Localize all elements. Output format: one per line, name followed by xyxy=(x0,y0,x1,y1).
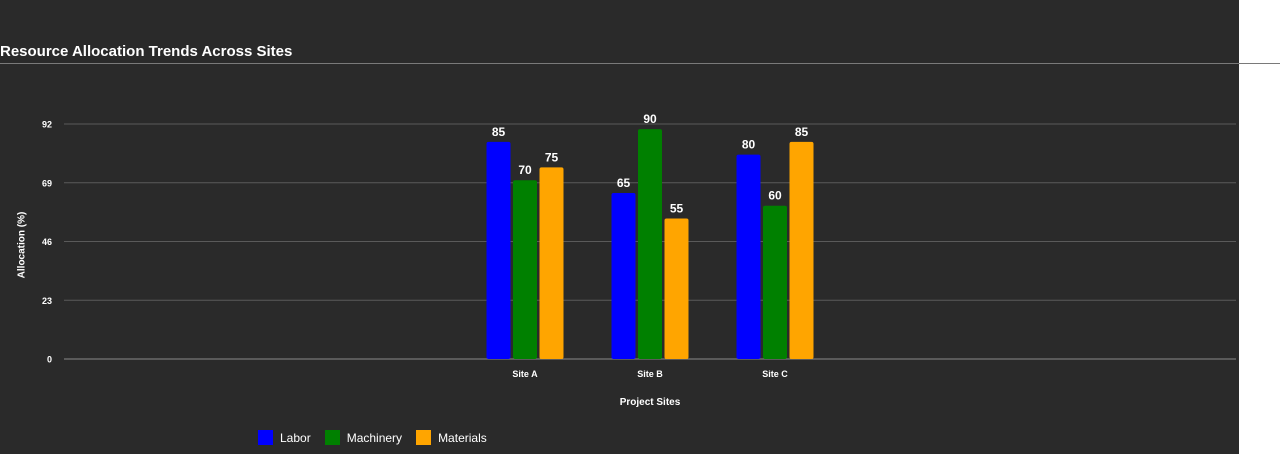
data-label: 75 xyxy=(545,150,559,164)
y-tick-label: 0 xyxy=(47,355,52,365)
legend-item[interactable]: Machinery xyxy=(324,430,403,445)
y-axis-label: Allocation (%) xyxy=(16,211,28,279)
data-label: 85 xyxy=(795,125,809,139)
legend-swatch xyxy=(416,430,432,445)
data-label: 55 xyxy=(670,202,684,216)
chart-legend: Labor Machinery Materials xyxy=(258,430,487,445)
y-tick-label: 92 xyxy=(42,120,52,130)
bar-chart: 0 23 46 69 92 85 70 75 Site A 65 90 55 Site B 80 60 85 S… xyxy=(42,112,1236,379)
x-tick-label: Site A xyxy=(512,369,538,379)
data-label: 80 xyxy=(742,138,756,152)
bar xyxy=(736,154,761,359)
bar xyxy=(611,192,636,359)
legend-label: Labor xyxy=(280,430,311,445)
bar xyxy=(513,180,537,359)
legend-swatch xyxy=(324,430,340,445)
x-tick-label: Site C xyxy=(762,369,788,379)
legend-label: Machinery xyxy=(346,430,403,445)
data-label: 70 xyxy=(518,163,532,177)
y-tick-label: 23 xyxy=(42,296,52,306)
x-axis-label: Project Sites xyxy=(619,397,681,408)
data-label: 90 xyxy=(643,112,657,126)
bar xyxy=(539,167,564,359)
legend-swatch xyxy=(258,430,273,445)
legend-item[interactable]: Materials xyxy=(416,430,487,445)
x-tick-label: Site B xyxy=(637,369,663,379)
bar xyxy=(486,141,511,359)
data-label: 65 xyxy=(617,176,631,190)
data-label: 85 xyxy=(492,125,506,139)
bar xyxy=(664,218,689,359)
y-tick-label: 69 xyxy=(42,178,52,188)
legend-label: Materials xyxy=(438,430,487,445)
legend-item[interactable]: Labor xyxy=(258,430,311,445)
data-label: 60 xyxy=(768,189,782,203)
bar xyxy=(763,205,787,359)
title-divider xyxy=(0,63,1280,64)
y-tick-label: 46 xyxy=(42,237,52,247)
chart-title: Resource Allocation Trends Across Sites xyxy=(0,43,293,60)
bar xyxy=(638,129,662,359)
bar xyxy=(789,141,814,359)
